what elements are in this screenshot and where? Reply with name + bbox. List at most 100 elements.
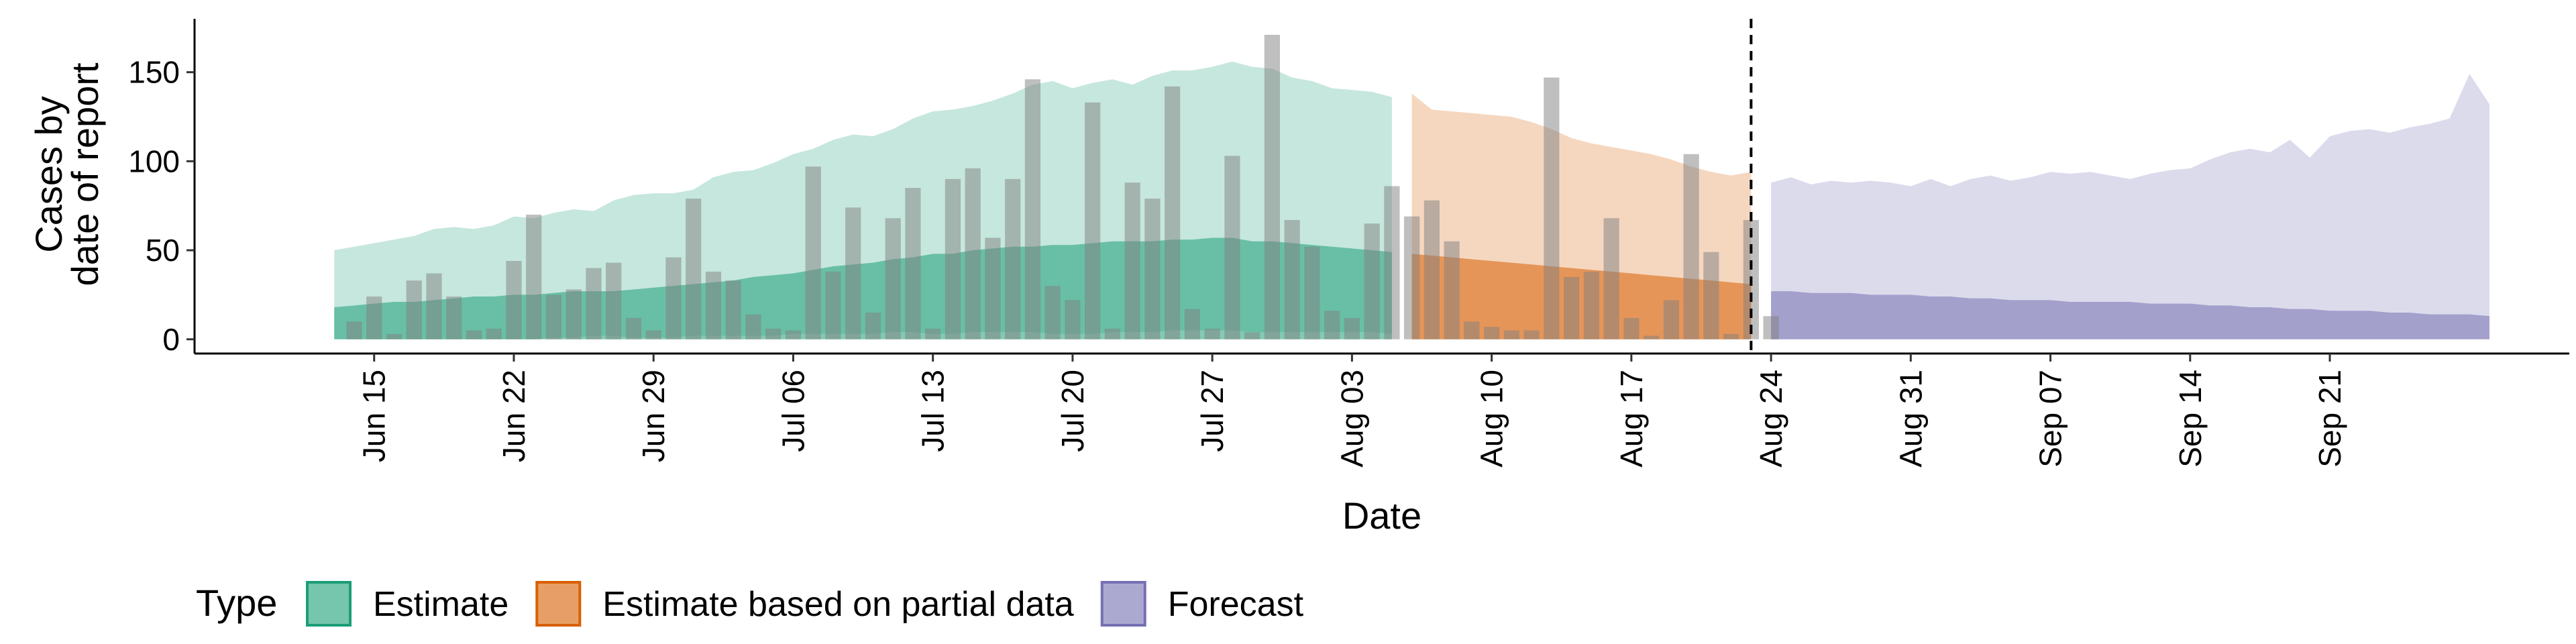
x-tick-label: Aug 03 (1334, 370, 1369, 468)
case-bar (965, 168, 981, 339)
y-tick-label: 150 (128, 55, 180, 90)
case-bar (466, 330, 482, 339)
case-bar (1065, 300, 1081, 339)
case-bar (1044, 286, 1061, 339)
case-bar (1763, 316, 1779, 339)
y-tick-label: 0 (162, 322, 180, 357)
case-bar (1523, 330, 1540, 339)
case-bar (1384, 186, 1400, 339)
legend-swatch-forecast (1100, 581, 1146, 627)
case-bar (1424, 200, 1440, 339)
case-bar (366, 297, 382, 339)
case-bar (1224, 156, 1240, 339)
case-bar (506, 260, 522, 339)
plot-area (334, 19, 2490, 354)
case-bar (765, 328, 782, 339)
x-tick-label: Jun 22 (496, 370, 531, 462)
case-bar (1603, 218, 1619, 339)
case-bar (566, 289, 582, 339)
ribbon-outer-forecast (1771, 74, 2490, 339)
case-bar (725, 280, 741, 339)
case-bar (1005, 178, 1021, 339)
x-tick-label: Sep 21 (2312, 370, 2347, 468)
case-bar (885, 218, 901, 339)
case-bar (845, 207, 861, 339)
case-bar (446, 297, 462, 339)
case-bar (1024, 79, 1041, 339)
x-axis-title: Date (1342, 494, 1421, 537)
case-bar (1165, 86, 1181, 339)
x-tick-label: Jul 13 (916, 370, 951, 452)
case-bar (705, 271, 722, 339)
case-bar (1264, 34, 1280, 339)
case-bar (386, 333, 402, 339)
x-tick-label: Jun 29 (636, 370, 671, 462)
case-bar (985, 237, 1001, 339)
x-tick-label: Sep 14 (2173, 370, 2208, 468)
case-bar (1444, 241, 1460, 339)
x-tick-label: Jul 06 (775, 370, 810, 452)
case-bar (606, 262, 622, 339)
case-bar (1544, 77, 1560, 339)
x-tick-label: Aug 17 (1614, 370, 1649, 468)
case-bar (1344, 317, 1360, 339)
case-bar (1503, 330, 1519, 339)
case-bar (865, 312, 881, 339)
case-bar (1663, 300, 1679, 339)
x-tick-label: Jun 15 (357, 370, 392, 462)
case-bar (1124, 182, 1140, 339)
legend-label-estimate: Estimate (373, 585, 508, 624)
case-bar (486, 328, 502, 339)
case-bar (1324, 311, 1340, 339)
case-bar (905, 188, 921, 339)
case-bar (545, 294, 562, 339)
case-bar (406, 280, 422, 339)
case-bar (686, 199, 702, 339)
y-tick-label: 50 (146, 233, 180, 268)
x-tick-label: Aug 10 (1474, 370, 1509, 468)
case-bar (1364, 223, 1380, 339)
case-bar (785, 330, 802, 339)
case-bar (1244, 332, 1260, 339)
case-bar (1404, 216, 1420, 339)
case-bar (1583, 271, 1599, 339)
axes: 0 50 100 150 Jun 15 Jun 22 Jun 29 Jul 06 Jul 13 J… (128, 19, 2569, 468)
legend-swatch-estimate (306, 581, 352, 627)
case-bar (586, 268, 602, 339)
case-bar (346, 321, 362, 339)
case-bar (625, 317, 642, 339)
case-bar (1643, 335, 1660, 339)
x-tick-label: Jul 27 (1195, 370, 1230, 452)
case-bar (1623, 317, 1640, 339)
case-bar (1284, 219, 1300, 339)
case-bar (1184, 309, 1200, 339)
case-bar (1703, 252, 1719, 339)
case-bar (1304, 246, 1320, 339)
case-bar (1683, 154, 1699, 339)
y-tick-label: 100 (128, 144, 180, 178)
case-bar (1104, 328, 1120, 339)
case-bar (1144, 199, 1161, 339)
legend: Type Estimate Estimate based on partial d… (196, 581, 1304, 627)
case-bar (665, 257, 682, 339)
x-tick-label: Sep 07 (2033, 370, 2068, 468)
y-axis-title-line-2: date of report (64, 62, 106, 286)
x-tick-label: Jul 20 (1055, 370, 1090, 452)
case-bar (945, 178, 961, 339)
case-bar (1464, 321, 1480, 339)
case-bar (1723, 333, 1739, 339)
ribbon-inner-forecast (1771, 291, 2490, 339)
case-bar (805, 166, 821, 339)
x-tick-label: Aug 31 (1893, 370, 1928, 468)
legend-title: Type (196, 582, 277, 624)
case-bar (925, 328, 941, 339)
legend-swatch-estimate-based-on-partial-data (535, 581, 582, 627)
case-bar (1085, 102, 1101, 339)
case-bar (1204, 328, 1220, 339)
case-bar (825, 271, 841, 339)
x-tick-label: Aug 24 (1754, 370, 1788, 468)
legend-label-estimate-based-on-partial-data: Estimate based on partial data (602, 585, 1074, 624)
case-bar (645, 330, 661, 339)
case-bar (526, 214, 542, 339)
